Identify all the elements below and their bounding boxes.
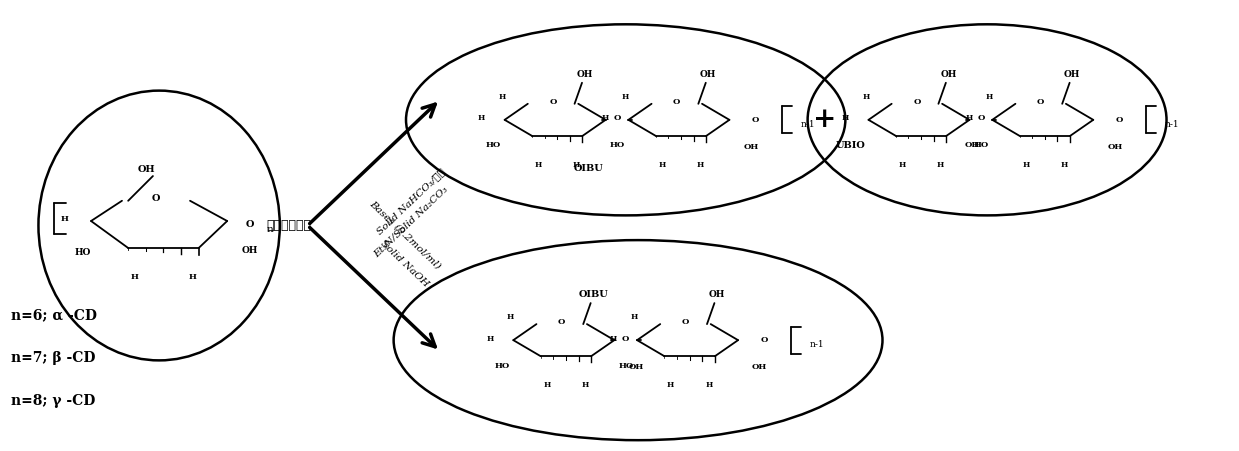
Text: H: H bbox=[696, 161, 704, 169]
Text: H: H bbox=[705, 381, 712, 389]
Text: H: H bbox=[986, 93, 994, 101]
Text: OH: OH bbox=[1064, 70, 1080, 79]
Text: HO: HO bbox=[618, 362, 633, 370]
Text: H: H bbox=[601, 115, 608, 123]
Text: OIBU: OIBU bbox=[574, 164, 603, 173]
Text: n-1: n-1 bbox=[809, 340, 824, 349]
Text: O: O bbox=[761, 336, 768, 344]
Text: O: O bbox=[152, 194, 160, 203]
Text: OH: OH bbox=[242, 246, 259, 255]
Text: H: H bbox=[543, 381, 550, 389]
Text: OH: OH bbox=[752, 363, 767, 371]
Text: H: H bbox=[498, 93, 506, 101]
Text: OH: OH bbox=[709, 290, 725, 299]
Text: H: H bbox=[486, 335, 493, 343]
Text: H: H bbox=[898, 161, 906, 169]
Text: O: O bbox=[1037, 98, 1044, 106]
Text: H: H bbox=[534, 161, 541, 169]
Text: Et₃N/Solid Na₂CO₃: Et₃N/Solid Na₂CO₃ bbox=[372, 185, 450, 259]
Text: H: H bbox=[61, 215, 68, 223]
Text: OH: OH bbox=[940, 70, 957, 79]
Text: H: H bbox=[581, 381, 589, 389]
Text: H: H bbox=[1022, 161, 1030, 169]
Text: n=7; β -CD: n=7; β -CD bbox=[11, 351, 95, 365]
Text: OH: OH bbox=[700, 70, 716, 79]
Text: H: H bbox=[658, 161, 665, 169]
Text: +: + bbox=[813, 106, 836, 133]
Text: Solid NaHCO₃/呗癢: Solid NaHCO₃/呗癢 bbox=[375, 167, 447, 236]
Text: 布洛芬和噪酱: 布洛芬和噪酱 bbox=[266, 219, 312, 232]
Text: H: H bbox=[610, 335, 617, 343]
Text: H: H bbox=[862, 93, 870, 101]
Text: H: H bbox=[572, 161, 580, 169]
Text: n=6; α -CD: n=6; α -CD bbox=[11, 308, 97, 322]
Text: H: H bbox=[622, 93, 629, 101]
Text: HO: HO bbox=[74, 248, 90, 257]
Text: n=8; γ -CD: n=8; γ -CD bbox=[11, 394, 95, 408]
Text: HO: HO bbox=[494, 362, 509, 370]
Text: n-1: n-1 bbox=[800, 120, 815, 129]
Text: H: H bbox=[188, 273, 197, 281]
Text: O: O bbox=[613, 115, 621, 123]
Text: H: H bbox=[507, 313, 514, 322]
Text: O: O bbox=[752, 116, 760, 124]
Text: O: O bbox=[913, 98, 921, 106]
Text: H: H bbox=[965, 115, 973, 123]
Text: O: O bbox=[673, 98, 680, 106]
Text: UBIO: UBIO bbox=[835, 141, 865, 150]
Text: H: H bbox=[130, 273, 139, 281]
Text: HO: HO bbox=[610, 141, 624, 149]
Text: O: O bbox=[245, 220, 254, 229]
Text: HO: HO bbox=[486, 141, 501, 149]
Text: H: H bbox=[937, 161, 944, 169]
Text: O: O bbox=[681, 318, 689, 327]
Text: O: O bbox=[1116, 116, 1124, 124]
Text: n-1: n-1 bbox=[1165, 120, 1180, 129]
Text: O: O bbox=[549, 98, 556, 106]
Text: O: O bbox=[558, 318, 565, 327]
Text: OH: OH bbox=[628, 363, 643, 371]
Text: Bases (0.2mol/ml): Bases (0.2mol/ml) bbox=[368, 199, 442, 271]
Text: OIBU: OIBU bbox=[579, 290, 608, 299]
Text: O: O bbox=[622, 335, 629, 343]
Text: HO: HO bbox=[974, 141, 989, 149]
Text: Solid NaOH: Solid NaOH bbox=[379, 239, 431, 289]
Text: O: O bbox=[978, 115, 985, 123]
Text: OH: OH bbox=[576, 70, 592, 79]
Text: H: H bbox=[667, 381, 674, 389]
Text: n: n bbox=[268, 226, 274, 235]
Text: H: H bbox=[477, 115, 484, 123]
Text: H: H bbox=[631, 313, 638, 322]
Text: OH: OH bbox=[965, 141, 980, 149]
Text: H: H bbox=[841, 115, 849, 123]
Text: OH: OH bbox=[743, 143, 758, 151]
Text: H: H bbox=[1061, 161, 1068, 169]
Text: OH: OH bbox=[1108, 143, 1123, 151]
Text: OH: OH bbox=[138, 165, 156, 174]
